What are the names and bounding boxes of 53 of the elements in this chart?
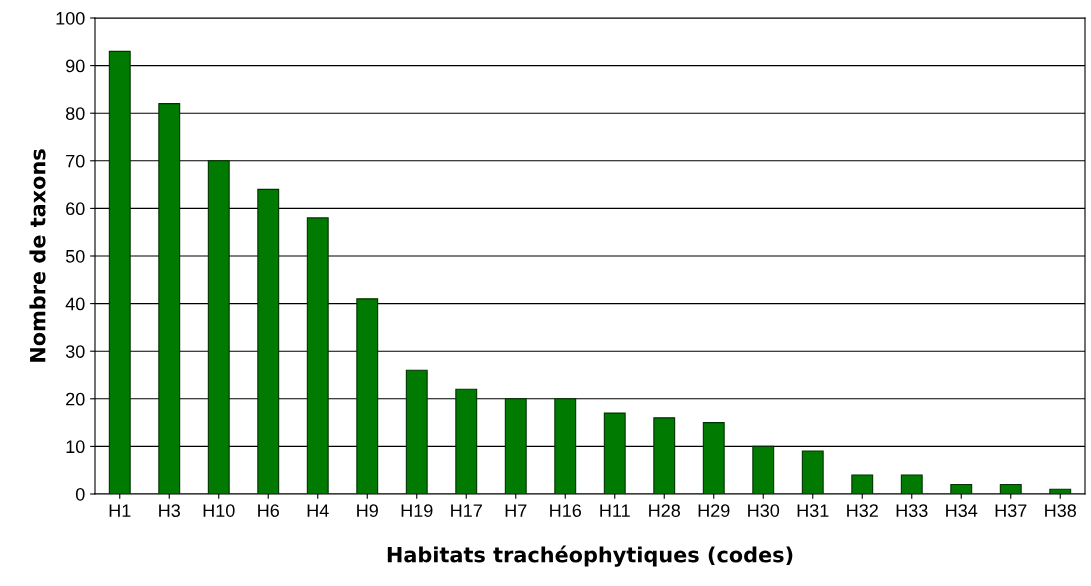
y-tick-label: 0 [75, 487, 85, 501]
x-tick-label: H33 [896, 504, 928, 517]
x-tick-label: H1 [109, 504, 131, 517]
bar [306, 217, 329, 494]
bar [455, 388, 478, 494]
x-tick-label: H7 [505, 504, 527, 517]
x-tick-label: H4 [307, 504, 329, 517]
y-axis-title: Nombre de taxons [29, 149, 46, 362]
bar [554, 398, 577, 494]
x-tick-label: H32 [847, 504, 878, 517]
y-tick-label: 40 [65, 297, 85, 311]
x-tick-label: H31 [797, 504, 829, 517]
x-tick-label: H3 [159, 504, 180, 517]
bar [504, 398, 527, 494]
x-tick-label: H9 [357, 504, 378, 517]
x-tick-label: H37 [995, 504, 1027, 517]
bar [653, 417, 676, 494]
bar [603, 412, 626, 494]
x-tick-label: H19 [401, 504, 433, 517]
y-tick-label: 50 [65, 249, 85, 263]
bar [207, 160, 230, 494]
bar [801, 450, 824, 494]
x-tick-label: H11 [600, 504, 630, 517]
y-tick-label: 20 [66, 392, 85, 406]
bar [999, 483, 1022, 494]
y-tick-label: 60 [66, 202, 85, 216]
x-tick-label: H34 [946, 504, 978, 517]
x-tick-label: H28 [649, 504, 681, 517]
bar [158, 103, 181, 494]
bar [950, 483, 973, 494]
y-tick-label: 100 [56, 11, 85, 25]
bar [900, 474, 923, 494]
y-tick-label: 80 [65, 107, 85, 120]
y-tick-label: 30 [65, 345, 85, 358]
bar [356, 298, 379, 494]
y-tick-label: 90 [66, 59, 85, 73]
bar [851, 474, 874, 494]
x-tick-label: H10 [203, 504, 235, 517]
x-tick-label: H29 [698, 504, 730, 517]
bar [752, 445, 775, 494]
x-axis-title: Habitats trachéophytiques (codes) [387, 545, 793, 567]
x-tick-label: H30 [748, 504, 780, 517]
bar [257, 188, 280, 494]
bar [1049, 488, 1072, 494]
y-tick-label: 10 [66, 440, 85, 454]
y-tick-label: 70 [66, 154, 85, 168]
x-tick-label: H38 [1045, 504, 1077, 517]
bar [702, 422, 725, 494]
bar [108, 50, 131, 494]
x-tick-label: H6 [258, 504, 279, 517]
x-tick-label: H16 [550, 504, 582, 517]
bar [405, 369, 428, 494]
x-tick-label: H17 [451, 504, 482, 517]
